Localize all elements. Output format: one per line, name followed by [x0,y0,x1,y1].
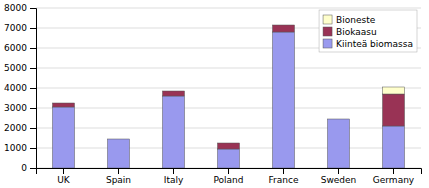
bar [108,139,130,140]
y-axis: 0 1000 2000 3000 4000 5000 6000 7000 8000 [4,3,36,173]
bar [163,91,185,96]
bar [108,139,130,140]
y-tick-label: 6000 [4,43,27,53]
bar [53,103,75,104]
grid-line [36,88,421,89]
legend-swatch [323,39,332,48]
x-tick-label: Poland [213,175,243,185]
plot: 0 1000 2000 3000 4000 5000 6000 7000 8000 UK Spain… [4,3,421,185]
y-tick: 0 [21,163,36,173]
grid-line [36,8,421,9]
bar [273,32,295,168]
x-tick-mark [338,168,339,174]
y-tick-label: 4000 [4,83,27,93]
x-tick-mark [393,168,394,174]
x-tick-mark [63,168,64,174]
x-tick-mark [173,168,174,174]
grid-line [36,128,421,129]
y-tick-mark [30,88,36,89]
x-axis: UK Spain Italy Poland France Sweden Germany [37,168,422,185]
x-tick: France [269,168,299,185]
y-axis-line [30,9,37,169]
y-tick-label: 5000 [4,63,27,73]
y-tick-label: 7000 [4,23,27,33]
x-tick-label: UK [57,175,71,185]
y-tick-label: 0 [21,163,27,173]
bar [218,149,240,168]
y-tick-label: 2000 [4,123,27,133]
bar [383,126,405,168]
bar [163,96,185,168]
legend-swatch [323,15,332,24]
y-tick-mark [30,168,36,169]
x-tick: Poland [213,168,243,185]
y-tick: 7000 [4,23,36,33]
x-tick-label: Spain [106,175,131,185]
x-tick-label: Italy [164,175,184,185]
legend-label: Kiinteä biomassa [336,39,413,49]
grid [36,8,421,168]
legend-item: Kiinteä biomassa [323,39,413,49]
grid-line [36,108,421,109]
x-tick: Italy [164,168,184,185]
series [53,32,405,168]
bar [273,25,295,26]
y-tick-mark [30,148,36,149]
bar [328,119,350,120]
x-tick-mark [283,168,284,174]
x-tick-label: Germany [373,175,415,185]
y-tick-mark [30,28,36,29]
y-tick-label: 1000 [4,143,27,153]
y-tick-label: 8000 [4,3,27,13]
legend-swatch [323,27,332,36]
y-tick: 8000 [4,3,36,13]
x-tick-mark [118,168,119,174]
y-tick: 1000 [4,143,36,153]
bar [53,107,75,168]
chart-container: 0 1000 2000 3000 4000 5000 6000 7000 8000 UK Spain… [0,0,429,188]
legend-label: Biokaasu [336,27,377,37]
series [383,87,405,94]
x-axis-line [37,169,422,175]
y-tick-mark [30,68,36,69]
bar [53,103,75,107]
y-tick: 5000 [4,63,36,73]
y-tick-mark [30,128,36,129]
legend-frame [319,10,417,52]
bar [328,119,350,168]
x-tick-label: France [269,175,299,185]
y-tick: 2000 [4,123,36,133]
bar [218,143,240,149]
bar [108,139,130,168]
x-tick: UK [57,168,71,185]
bar [218,143,240,144]
y-tick-mark [30,48,36,49]
y-tick-label: 3000 [4,103,27,113]
y-tick-mark [30,8,36,9]
x-tick: Sweden [321,168,357,185]
x-tick-label: Sweden [321,175,357,185]
legend-item: Biokaasu [323,27,377,37]
bar [383,94,405,126]
bar [273,25,295,32]
y-tick-mark [30,108,36,109]
bar [163,91,185,92]
y-tick: 4000 [4,83,36,93]
bar [383,87,405,94]
y-tick: 3000 [4,103,36,113]
bar [328,119,350,120]
legend-label: Bioneste [336,15,376,25]
legend-item: Bioneste [323,15,376,25]
x-tick: Germany [373,168,415,185]
x-tick-mark [228,168,229,174]
y-tick: 6000 [4,43,36,53]
x-tick: Spain [106,168,131,185]
chart: 0 1000 2000 3000 4000 5000 6000 7000 8000 UK Spain… [0,0,429,188]
legend: Bioneste Biokaasu Kiinteä biomassa [319,10,417,52]
grid-line [36,68,421,69]
